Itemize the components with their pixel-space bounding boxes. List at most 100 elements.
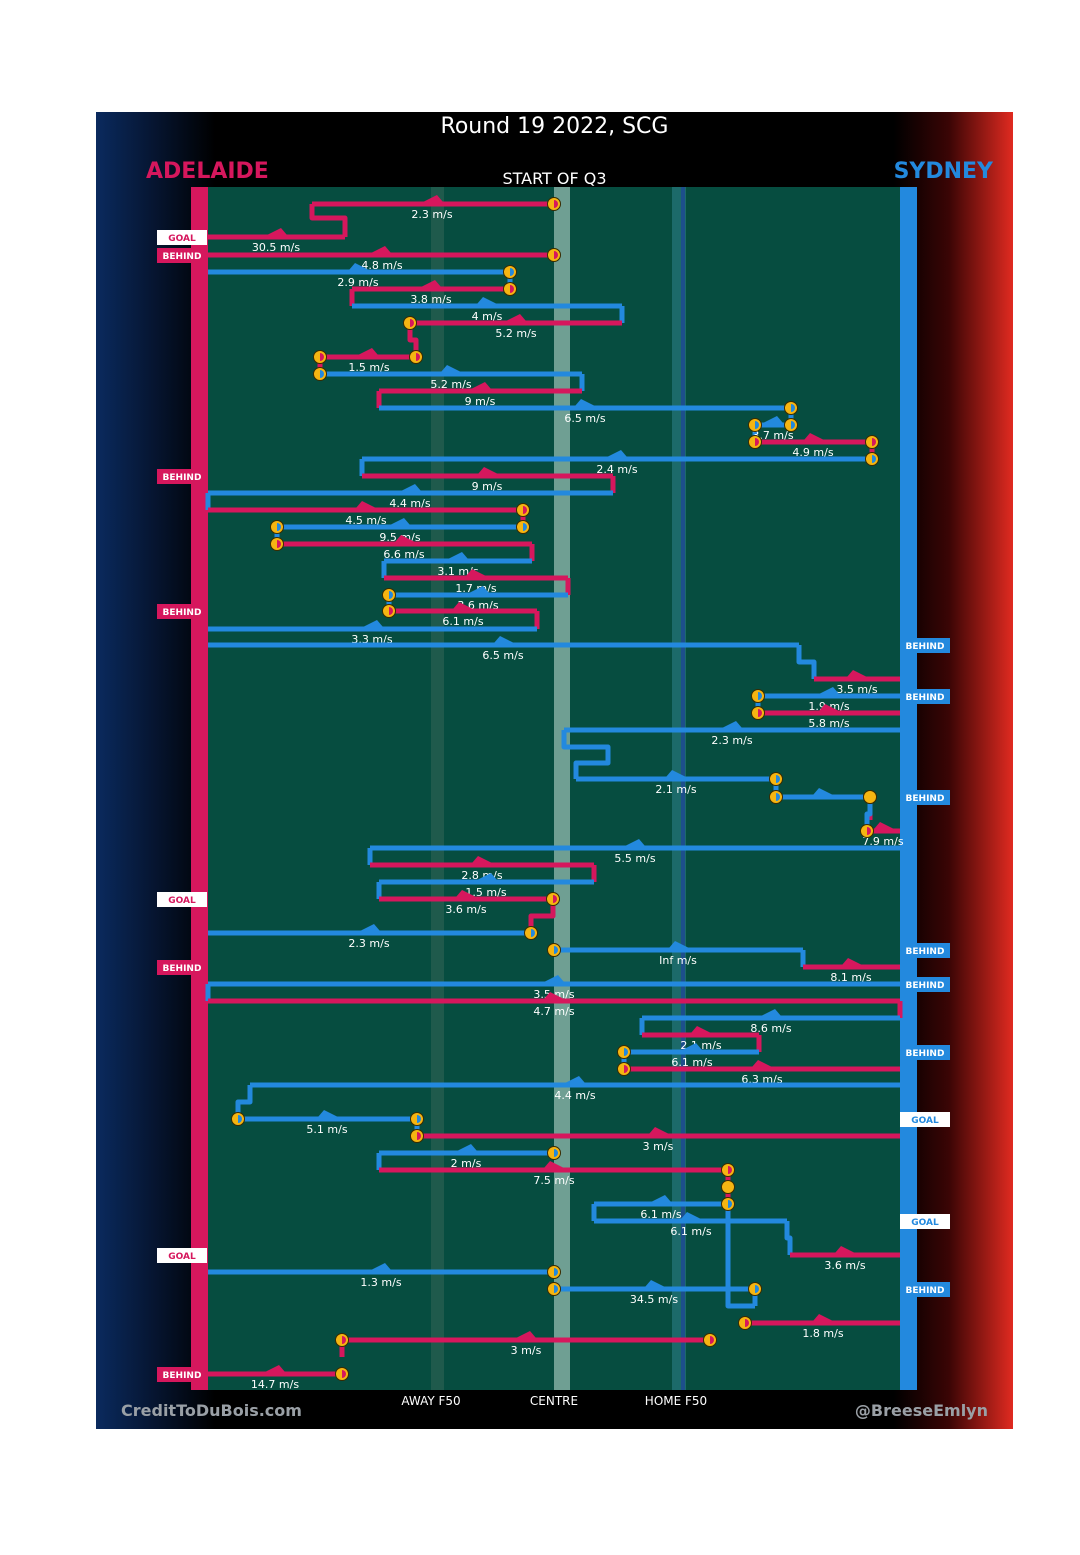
pass-arrow [752, 1060, 772, 1067]
possession-marker-half [554, 946, 558, 954]
result-badge-bg [157, 960, 207, 975]
credit-right: @BreeseEmlyn [854, 1401, 988, 1420]
pass-arrow [423, 195, 443, 202]
event-43: 6.1 m/s BEHIND [617, 1043, 950, 1069]
event-1: 30.5 m/s GOAL [157, 228, 345, 254]
pass-arrow [763, 416, 783, 423]
possession-marker-half [791, 404, 795, 412]
event-5: 4 m/s [352, 297, 625, 323]
event-35: 3.6 m/s GOAL [157, 890, 560, 933]
speed-label: 3.6 m/s [445, 903, 486, 916]
chain-connector [309, 204, 348, 237]
possession-marker-half [320, 353, 324, 361]
possession-marker-half [417, 1132, 421, 1140]
speed-label: 2.4 m/s [596, 463, 637, 476]
chain-connector [528, 899, 556, 933]
possession-marker-half [554, 200, 558, 208]
event-49: 7.5 m/s [379, 1161, 735, 1187]
x-label-home-f50: HOME F50 [644, 1394, 708, 1408]
speed-label: 6.5 m/s [564, 412, 605, 425]
event-57: 14.7 m/s BEHIND [157, 1365, 349, 1391]
possession-marker-half [776, 775, 780, 783]
result-badge-bg [157, 892, 207, 907]
speed-label: 3 m/s [643, 1140, 674, 1153]
result-badge: GOAL [168, 1252, 196, 1262]
pass-arrow [421, 280, 441, 287]
chart-title: Round 19 2022, SCG [440, 114, 669, 139]
pass-arrow [722, 721, 742, 728]
pass-arrow [575, 399, 595, 406]
speed-label: 34.5 m/s [630, 1293, 678, 1306]
possession-marker-half [410, 319, 414, 327]
pass-arrow [477, 297, 497, 304]
chain-connector [235, 1085, 253, 1119]
event-41: 8.6 m/s [639, 1009, 900, 1035]
possession-marker-extra-0 [863, 790, 877, 804]
event-53: 1.3 m/s [208, 1263, 561, 1289]
speed-label: 6.5 m/s [482, 649, 523, 662]
possession-marker-half [554, 1285, 558, 1293]
event-51: 6.1 m/s GOAL [594, 1212, 950, 1255]
result-badge-bg [157, 469, 207, 484]
possession-marker-half [554, 1268, 558, 1276]
possession-marker-half [728, 1200, 732, 1208]
possession-marker-extra-1 [721, 1180, 735, 1194]
event-7: 1.5 m/s [313, 348, 423, 374]
event-32: 5.5 m/s [367, 839, 900, 865]
result-badge-bg [900, 1112, 950, 1127]
pass-arrow [842, 958, 862, 965]
speed-label: 4.4 m/s [554, 1089, 595, 1102]
speed-label: 4.9 m/s [792, 446, 833, 459]
speed-label: 5.5 m/s [614, 852, 655, 865]
event-16: 4.5 m/s [208, 501, 530, 527]
possession-marker-half [776, 793, 780, 801]
chain-connector [561, 730, 611, 779]
pass-arrow [666, 770, 686, 777]
event-34: 1.5 m/s [376, 873, 594, 899]
speed-label: 5.1 m/s [306, 1123, 347, 1136]
possession-marker-half [872, 438, 876, 446]
pass-arrow [358, 348, 378, 355]
pass-arrow [395, 535, 415, 542]
possession-marker-half [531, 929, 535, 937]
pass-arrow [466, 569, 486, 576]
speed-label: 2 m/s [451, 1157, 482, 1170]
event-50: 6.1 m/s [591, 1195, 735, 1221]
event-12: 4.9 m/s [748, 433, 879, 459]
pass-arrow [363, 620, 383, 627]
speed-label: 3.5 m/s [836, 683, 877, 696]
away-team-name: ADELAIDE [146, 159, 269, 184]
event-9: 9 m/s [376, 382, 582, 408]
possession-marker-half [342, 1370, 346, 1378]
result-badge-bg [900, 977, 950, 992]
pass-arrow [441, 365, 461, 372]
pass-arrow [506, 314, 526, 321]
event-6: 5.2 m/s [403, 314, 622, 357]
pass-arrow [691, 1026, 711, 1033]
away-f50-band [431, 187, 444, 1390]
pass-arrow [477, 873, 497, 880]
event-13: 2.4 m/s [359, 450, 879, 476]
home-team-name: SYDNEY [893, 159, 993, 184]
result-badge-bg [900, 689, 950, 704]
event-15: 4.4 m/s [205, 484, 613, 510]
speed-label: 4.5 m/s [345, 514, 386, 527]
speed-label: 6.1 m/s [442, 615, 483, 628]
event-2: 4.8 m/s BEHIND [157, 246, 561, 272]
speed-label: 7.9 m/s [862, 835, 903, 848]
result-badge: BEHIND [906, 1286, 945, 1296]
result-badge-bg [900, 1045, 950, 1060]
event-38: 8.1 m/s BEHIND [157, 958, 900, 984]
pass-arrow [494, 636, 514, 643]
possession-marker-half [554, 251, 558, 259]
possession-marker-half [553, 895, 557, 903]
pass-arrow [651, 1195, 671, 1202]
event-33: 2.8 m/s [370, 856, 597, 882]
result-badge: GOAL [168, 234, 196, 244]
result-badge: BEHIND [906, 947, 945, 957]
event-44: 6.3 m/s [617, 1060, 900, 1086]
chain-connector [407, 323, 419, 357]
possession-chains: 2.3 m/s 30.5 m/s GOAL 4.8 m/s BEHIND 2.9 m/s 3… [157, 195, 950, 1391]
event-55: 1.8 m/s [738, 1314, 900, 1340]
speed-label: 5.2 m/s [430, 378, 471, 391]
